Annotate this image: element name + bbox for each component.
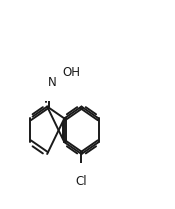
Text: OH: OH	[63, 66, 81, 79]
Text: Cl: Cl	[76, 175, 87, 188]
Text: N: N	[48, 76, 57, 89]
